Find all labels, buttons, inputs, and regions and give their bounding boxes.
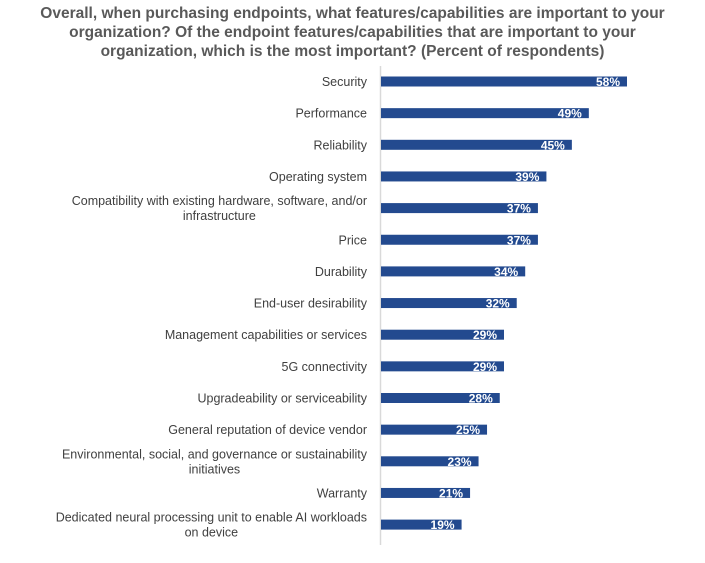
bar xyxy=(381,171,547,182)
data-label: 49% xyxy=(558,107,582,121)
bar xyxy=(381,203,538,214)
bar xyxy=(381,298,517,309)
data-label: 29% xyxy=(473,328,497,342)
category-label: Price xyxy=(339,233,368,247)
data-label: 39% xyxy=(515,170,539,184)
bar xyxy=(381,76,627,87)
data-label: 32% xyxy=(486,297,510,311)
data-label: 19% xyxy=(431,518,455,532)
data-label: 45% xyxy=(541,138,565,152)
data-label: 37% xyxy=(507,233,531,247)
category-label: Dedicated neural processing unit to enab… xyxy=(56,511,367,540)
data-label: 34% xyxy=(494,265,518,279)
bar xyxy=(381,329,504,340)
category-label: Security xyxy=(322,75,368,89)
category-label: End-user desirability xyxy=(254,297,368,311)
data-label: 21% xyxy=(439,486,463,500)
bar xyxy=(381,519,462,530)
category-label: Performance xyxy=(295,107,367,121)
chart-title-line: Overall, when purchasing endpoints, what… xyxy=(40,5,665,22)
category-label: General reputation of device vendor xyxy=(168,423,367,437)
data-label: 23% xyxy=(448,455,472,469)
category-label: Environmental, social, and governance or… xyxy=(62,447,368,476)
category-label: Durability xyxy=(315,265,368,279)
data-label: 28% xyxy=(469,392,493,406)
chart-title: Overall, when purchasing endpoints, what… xyxy=(0,4,705,61)
data-label: 29% xyxy=(473,360,497,374)
bar xyxy=(381,361,504,372)
category-label: Warranty xyxy=(317,486,368,500)
bar xyxy=(381,234,538,245)
category-label: Upgradeability or serviceability xyxy=(197,392,367,406)
chart-title-line: organization, which is the most importan… xyxy=(100,43,605,60)
category-label: 5G connectivity xyxy=(282,360,368,374)
bar xyxy=(381,266,526,277)
data-label: 37% xyxy=(507,202,531,216)
bar xyxy=(381,108,589,119)
bar xyxy=(381,393,500,403)
data-label: 58% xyxy=(596,75,620,89)
bar xyxy=(381,456,479,467)
bar xyxy=(381,487,471,498)
chart-title-line: organization? Of the endpoint features/c… xyxy=(69,24,636,41)
category-label: Compatibility with existing hardware, so… xyxy=(72,194,367,223)
data-label: 25% xyxy=(456,423,480,437)
category-label: Operating system xyxy=(269,170,367,184)
bar xyxy=(381,139,572,150)
bar xyxy=(381,424,488,435)
category-label: Management capabilities or services xyxy=(165,328,367,342)
category-label: Reliability xyxy=(314,138,368,152)
